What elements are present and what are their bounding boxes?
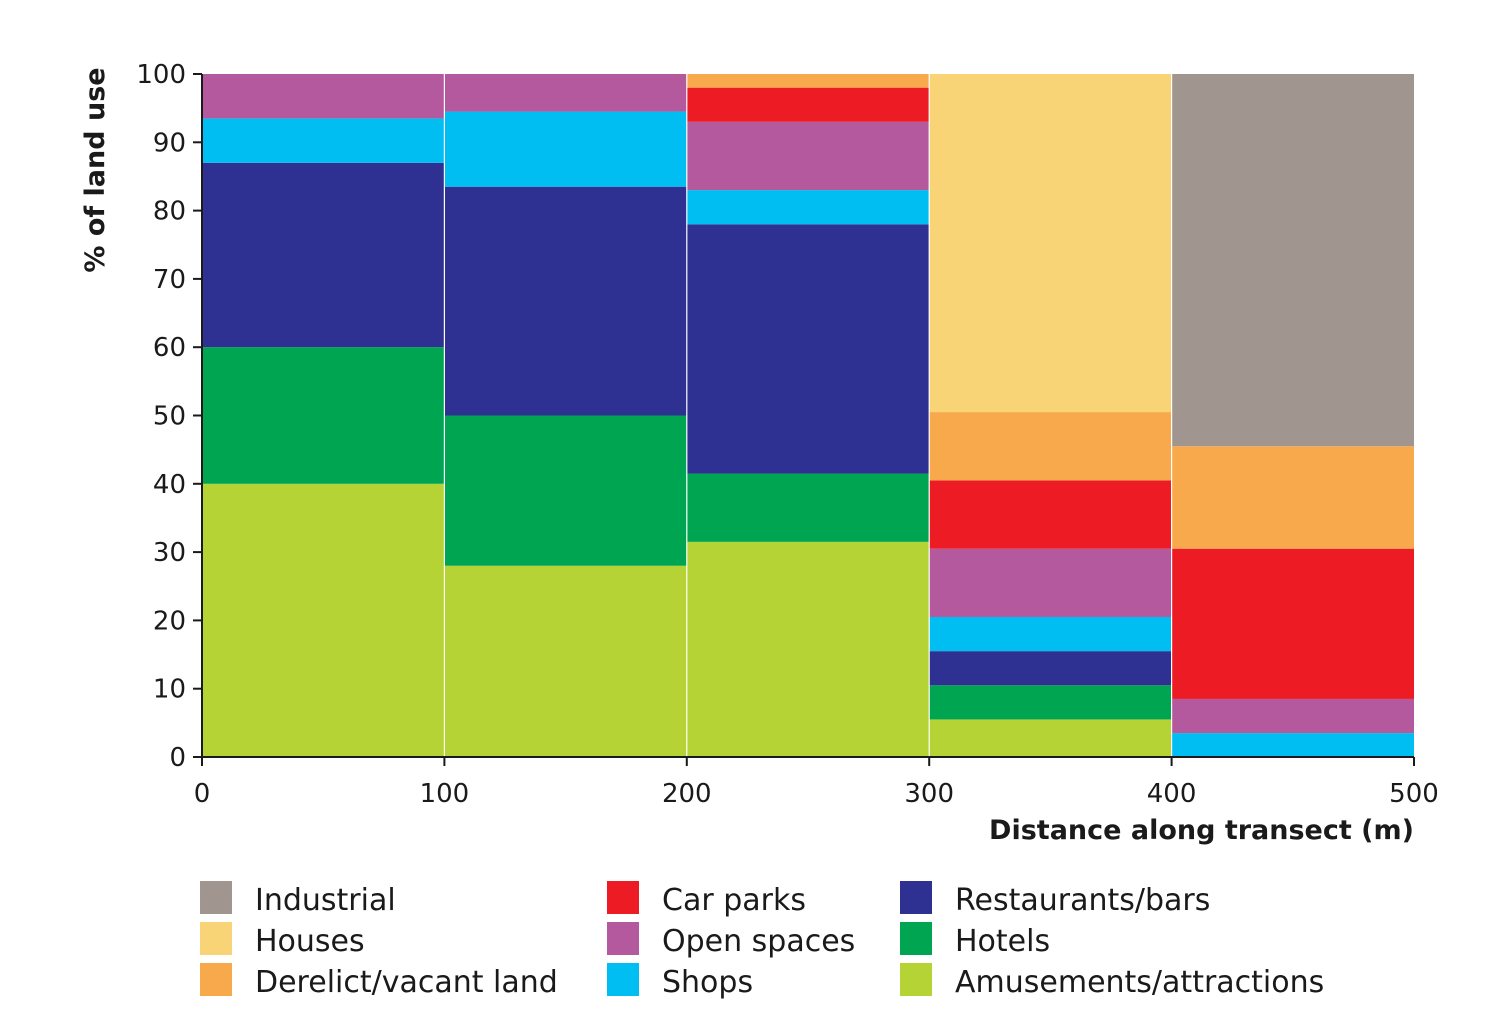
x-axis-title: Distance along transect (m) — [989, 815, 1414, 846]
legend-swatch — [607, 922, 639, 955]
bar-segments — [202, 74, 1414, 757]
bar-segment-houses-300-400 — [929, 74, 1172, 413]
legend-label: Derelict/vacant land — [255, 965, 558, 1000]
legend-item-hotels: Hotels — [900, 922, 1050, 959]
y-tick-label: 80 — [153, 197, 186, 227]
bar-segment-hotels-300-400 — [929, 685, 1172, 720]
x-tick-label: 0 — [194, 779, 211, 809]
bar-segment-restaurants-bars-100-200 — [444, 186, 687, 416]
bar-segment-hotels-200-300 — [686, 473, 930, 542]
bar-segment-restaurants-bars-300-400 — [929, 651, 1172, 686]
bar-segment-shops-400-500 — [1171, 733, 1414, 757]
x-axis-ticks: 0 100 200 300 400 500 — [194, 757, 1439, 809]
x-tick-label: 500 — [1389, 779, 1439, 809]
bar-segment-open-spaces-200-300 — [686, 121, 930, 191]
legend-swatch — [900, 922, 932, 955]
bar-segment-open-spaces-400-500 — [1171, 698, 1414, 734]
legend-label: Restaurants/bars — [955, 883, 1210, 918]
y-tick-label: 30 — [153, 538, 186, 568]
y-tick-label: 50 — [153, 402, 186, 432]
legend-label: Hotels — [955, 924, 1050, 959]
y-tick-label: 0 — [169, 743, 186, 773]
x-tick-label: 200 — [662, 779, 712, 809]
bar-segment-amusements-attractions-300-400 — [929, 719, 1172, 757]
legend-item-restaurants-bars: Restaurants/bars — [900, 881, 1210, 918]
bar-segment-car-parks-200-300 — [686, 87, 930, 122]
legend-item-houses: Houses — [200, 922, 365, 959]
y-tick-label: 90 — [153, 128, 186, 158]
bar-segment-derelict-vacant-land-300-400 — [929, 412, 1172, 481]
x-tick-label: 300 — [904, 779, 954, 809]
legend-label: Open spaces — [662, 924, 855, 959]
bar-segment-car-parks-300-400 — [929, 480, 1172, 549]
bar-segment-shops-200-300 — [686, 190, 930, 225]
legend-label: Houses — [255, 924, 365, 959]
bar-segment-amusements-attractions-100-200 — [444, 565, 687, 757]
bar-segment-amusements-attractions-200-300 — [686, 541, 930, 757]
bar-segment-restaurants-bars-0-100 — [202, 162, 445, 348]
bar-segment-shops-0-100 — [202, 118, 445, 163]
bar-segment-derelict-vacant-land-200-300 — [686, 74, 930, 88]
bar-segment-amusements-attractions-0-100 — [202, 483, 445, 757]
bar-segment-industrial-400-500 — [1171, 74, 1414, 447]
legend: Industrial Houses Derelict/vacant land Car … — [200, 881, 1324, 1000]
legend-item-industrial: Industrial — [200, 881, 396, 918]
bar-segment-open-spaces-100-200 — [444, 74, 687, 112]
legend-swatch — [200, 881, 232, 914]
y-tick-label: 40 — [153, 470, 186, 500]
bar-segment-shops-100-200 — [444, 111, 687, 187]
legend-item-shops: Shops — [607, 963, 753, 1000]
bar-segment-hotels-0-100 — [202, 347, 445, 484]
y-tick-label: 100 — [136, 60, 186, 90]
x-tick-label: 100 — [420, 779, 470, 809]
legend-swatch — [200, 963, 232, 996]
bar-segment-restaurants-bars-200-300 — [686, 224, 930, 474]
legend-item-car-parks: Car parks — [607, 881, 806, 918]
legend-item-amusements-attractions: Amusements/attractions — [900, 963, 1324, 1000]
bar-segment-shops-300-400 — [929, 616, 1172, 652]
y-tick-label: 70 — [153, 265, 186, 295]
y-tick-label: 20 — [153, 606, 186, 636]
legend-swatch — [200, 922, 232, 955]
legend-label: Car parks — [662, 883, 806, 918]
legend-swatch — [607, 963, 639, 996]
legend-item-derelict-vacant-land: Derelict/vacant land — [200, 963, 558, 1000]
bar-segment-car-parks-400-500 — [1171, 548, 1414, 699]
legend-label: Industrial — [255, 883, 396, 918]
bar-segment-hotels-100-200 — [444, 415, 687, 566]
legend-swatch — [900, 963, 932, 996]
y-tick-label: 60 — [153, 333, 186, 363]
bar-segment-open-spaces-300-400 — [929, 548, 1172, 617]
legend-item-open-spaces: Open spaces — [607, 922, 855, 959]
bar-segment-derelict-vacant-land-400-500 — [1171, 446, 1414, 549]
y-axis-title: % of land use — [80, 67, 111, 272]
bar-segment-open-spaces-0-100 — [202, 74, 445, 119]
x-tick-label: 400 — [1147, 779, 1197, 809]
legend-swatch — [900, 881, 932, 914]
legend-label: Amusements/attractions — [955, 965, 1324, 1000]
y-tick-label: 10 — [153, 675, 186, 705]
legend-swatch — [607, 881, 639, 914]
legend-label: Shops — [662, 965, 753, 1000]
y-axis-ticks: 0 10 20 30 40 50 60 70 80 90 100 — [136, 60, 202, 773]
